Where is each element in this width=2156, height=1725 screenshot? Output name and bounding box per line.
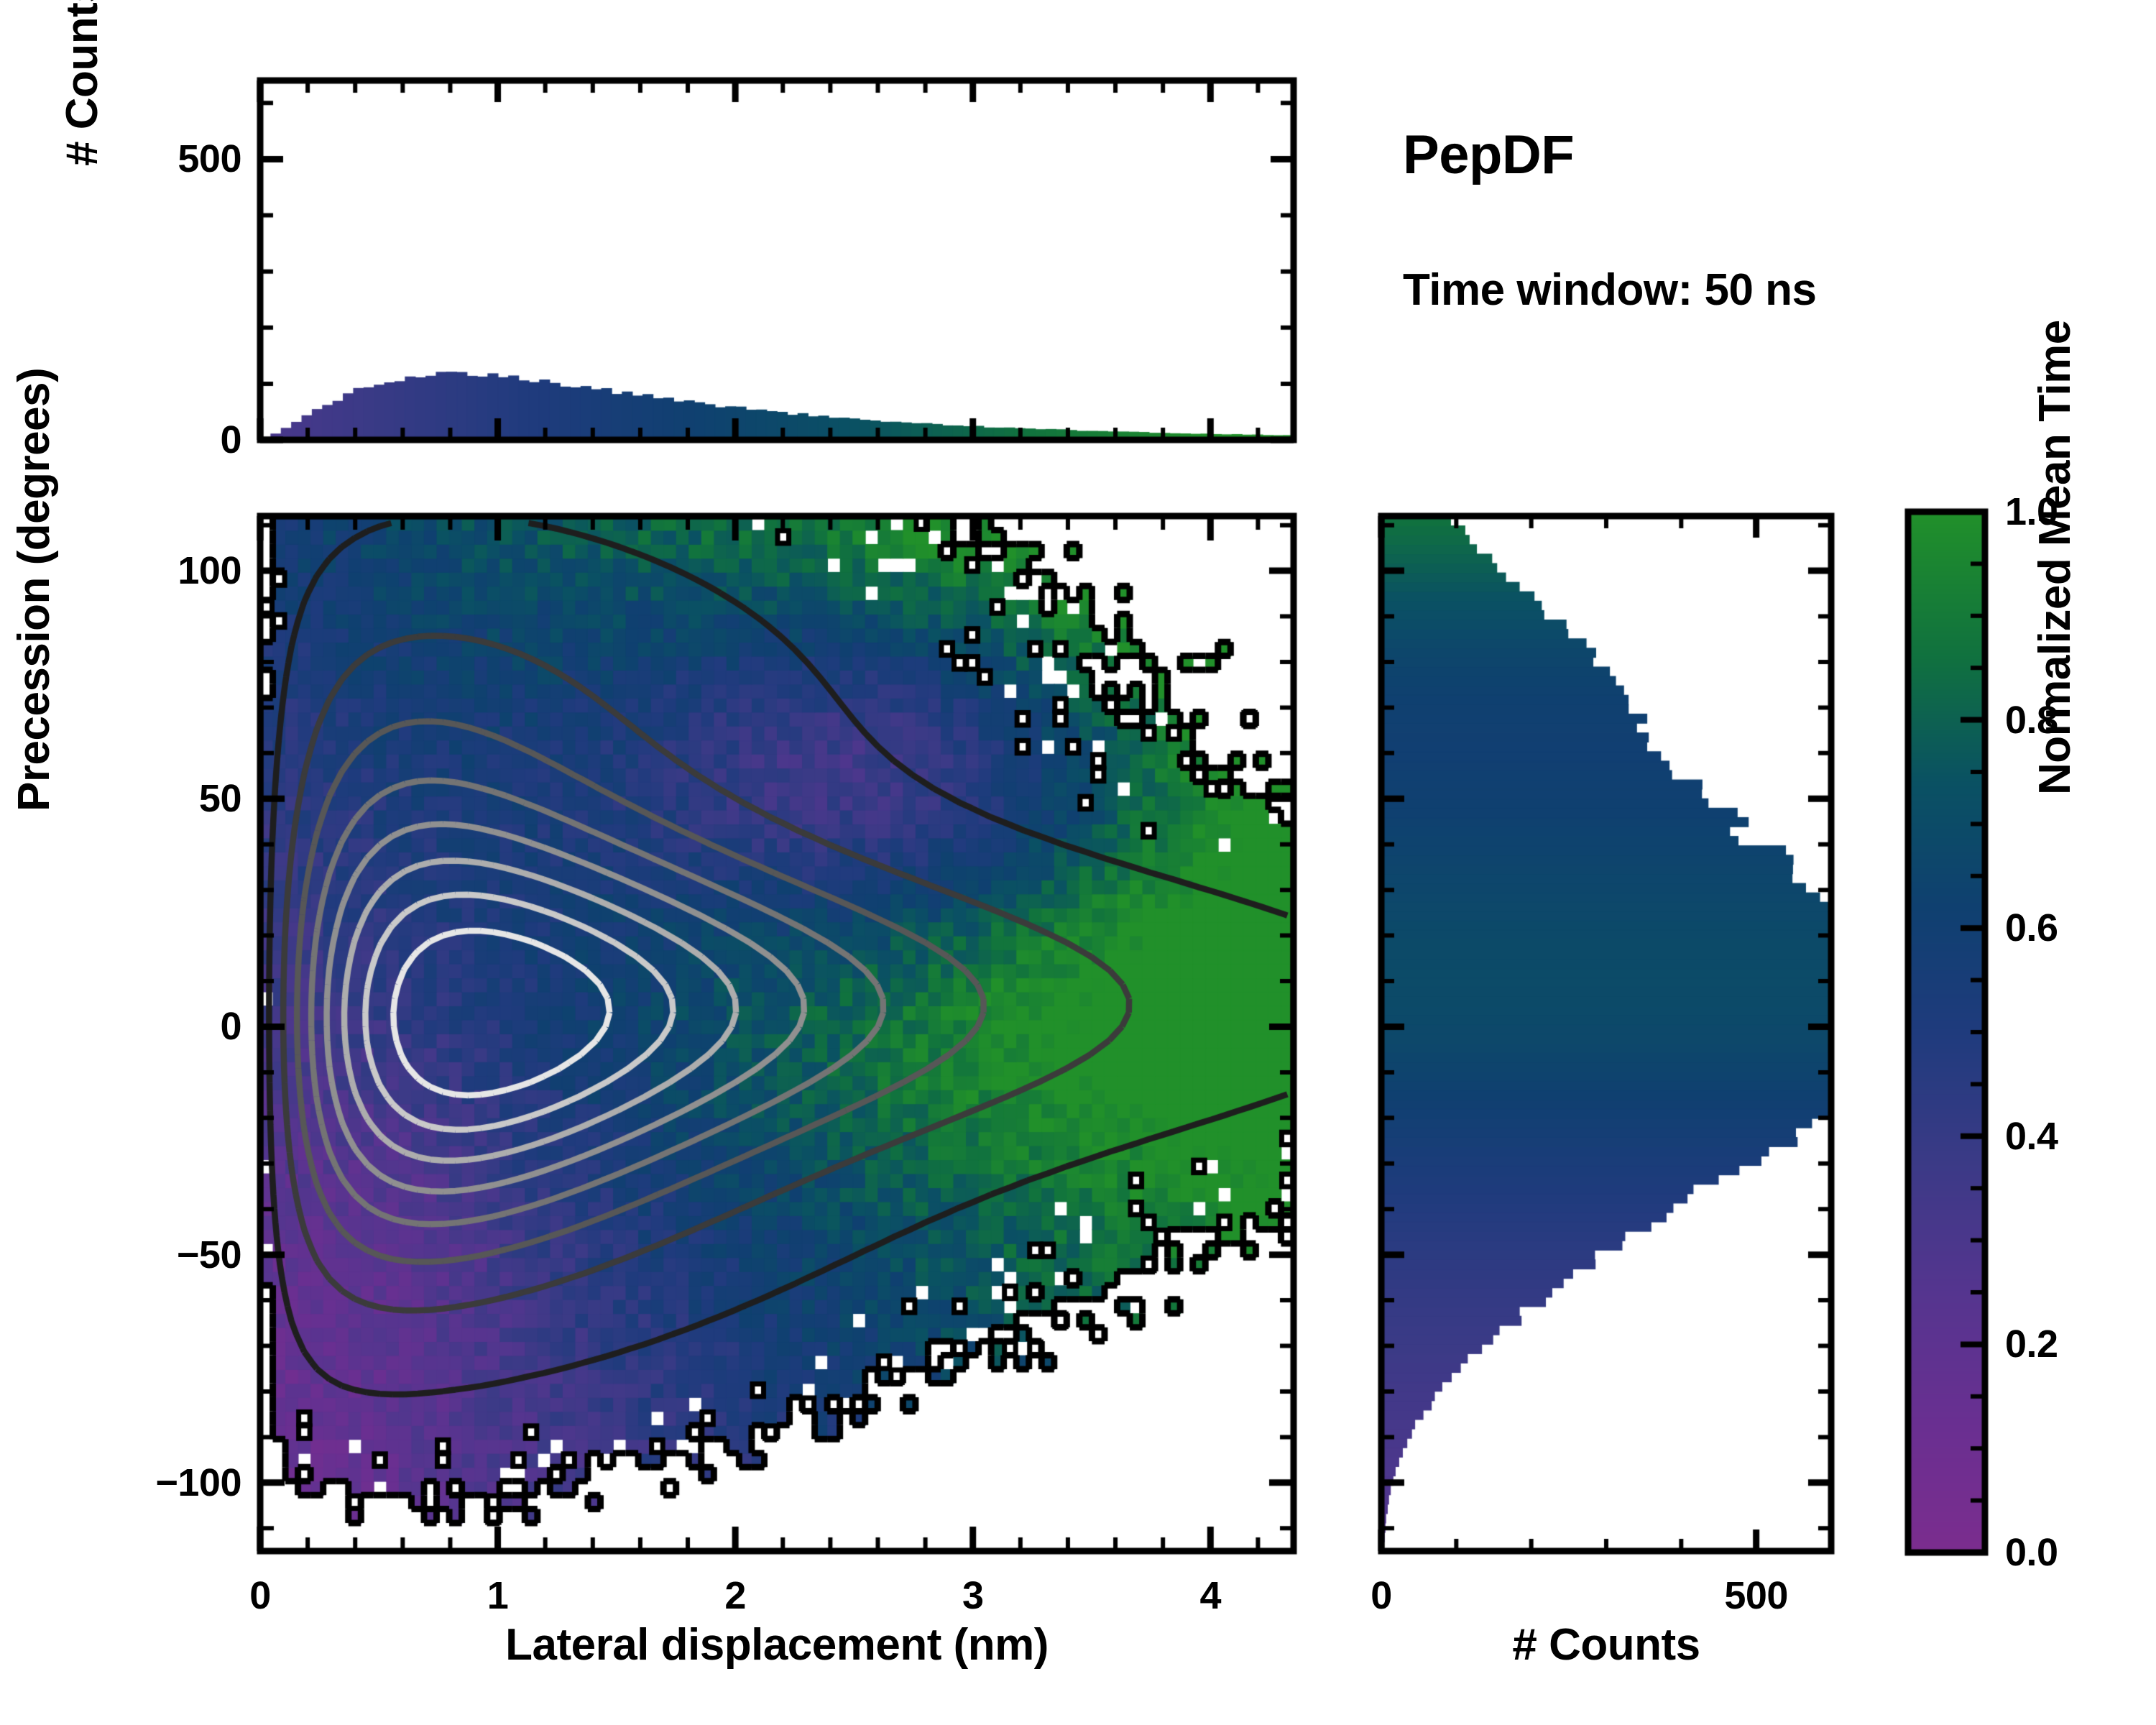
colorbar-axis-label: Normalized Mean Time xyxy=(2030,319,2080,795)
main-ytick-0: 0 xyxy=(220,1005,241,1049)
top-ytick-0: 0 xyxy=(220,418,241,461)
main-ytick-50: 50 xyxy=(198,777,242,821)
main-xtick-3: 3 xyxy=(962,1574,984,1617)
top-axis-label-counts: # Counts xyxy=(57,0,107,167)
main-xtick-2: 2 xyxy=(724,1574,746,1617)
main-ytick-minus50: −50 xyxy=(176,1233,242,1276)
right-xtick-500: 500 xyxy=(1724,1574,1788,1617)
colorbar-tick-0-0: 0.0 xyxy=(2005,1531,2058,1574)
main-axis-label-y: Precession (degrees) xyxy=(9,368,59,812)
main-ytick-100: 100 xyxy=(178,549,241,593)
main-xtick-1: 1 xyxy=(487,1574,509,1617)
colorbar-tick-1-0: 1.0 xyxy=(2005,490,2058,533)
right-xtick-0: 0 xyxy=(1370,1574,1392,1617)
colorbar-tick-0-6: 0.6 xyxy=(2005,906,2058,950)
colorbar-tick-0-4: 0.4 xyxy=(2005,1114,2058,1158)
main-axis-label-x: Lateral displacement (nm) xyxy=(505,1619,1049,1670)
main-xtick-4: 4 xyxy=(1199,1574,1222,1617)
main-ytick-minus100: −100 xyxy=(155,1460,241,1504)
colorbar-tick-0-8: 0.8 xyxy=(2005,698,2058,742)
main-xtick-0: 0 xyxy=(249,1574,271,1617)
subtitle-time-window: Time window: 50 ns xyxy=(1403,265,1817,315)
right-axis-label-counts: # Counts xyxy=(1512,1619,1700,1670)
top-ytick-500: 500 xyxy=(178,137,241,181)
page-title: PepDF xyxy=(1403,124,1575,185)
colorbar-tick-0-2: 0.2 xyxy=(2005,1322,2058,1366)
